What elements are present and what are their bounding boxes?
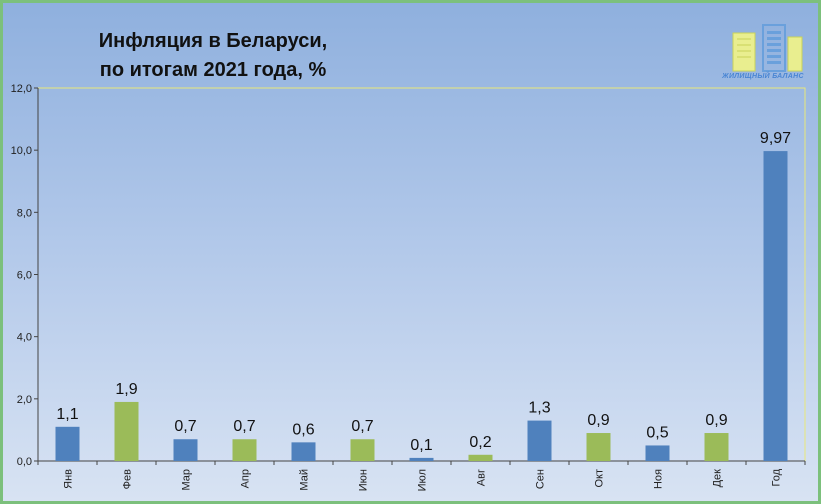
data-label: 0,7	[233, 418, 255, 435]
bar	[763, 151, 788, 461]
x-tick-label: Янв	[63, 469, 75, 489]
x-tick-label: Июн	[358, 469, 370, 491]
x-tick-label: Май	[299, 469, 311, 491]
data-label: 0,7	[174, 418, 196, 435]
bar	[114, 401, 139, 461]
x-tick-label: Дек	[712, 469, 724, 488]
x-tick-label: Июл	[417, 469, 429, 491]
data-label: 0,2	[469, 434, 491, 451]
data-label: 0,7	[351, 418, 373, 435]
y-tick-label: 10,0	[11, 145, 32, 157]
data-label: 1,9	[115, 381, 137, 398]
building-logo-icon: ЖИЛИЩНЫЙ БАЛАНС	[715, 23, 815, 87]
bar	[232, 439, 257, 461]
data-label: 0,6	[292, 421, 314, 438]
bar	[645, 445, 670, 461]
bar	[173, 439, 198, 461]
data-label: 0,9	[587, 412, 609, 429]
bar	[527, 420, 552, 461]
data-label: 9,97	[760, 130, 791, 147]
x-tick-label: Фев	[122, 469, 134, 489]
x-tick-label: Апр	[240, 469, 252, 488]
bar	[291, 442, 316, 461]
logo-text: ЖИЛИЩНЫЙ БАЛАНС	[722, 73, 804, 80]
bar	[586, 433, 611, 461]
chart-title-line1: Инфляция в Беларуси,	[98, 30, 328, 52]
y-tick-label: 6,0	[17, 270, 32, 282]
x-tick-label: Сен	[535, 469, 547, 489]
y-tick-label: 8,0	[17, 207, 32, 219]
y-tick-label: 4,0	[17, 332, 32, 344]
chart-svg: 0,0 2,0 4,0 6,0 8,0 10,0 12,0 1,1 Янв 1,9 Фев 0,7 Ма…	[11, 83, 806, 491]
y-tick-label: 0,0	[17, 456, 32, 468]
x-tick-label: Мар	[181, 469, 193, 491]
chart-title-line2: по итогам 2021 года, %	[99, 59, 327, 81]
y-tick-label: 12,0	[11, 83, 32, 95]
bar	[704, 433, 729, 461]
x-tick-label: Год	[771, 468, 783, 486]
bar	[409, 457, 434, 461]
plot-area-border	[37, 87, 806, 462]
data-label: 0,1	[410, 437, 432, 454]
data-label: 1,1	[56, 406, 78, 423]
data-label: 0,5	[646, 424, 668, 441]
x-tick-label: Авг	[476, 469, 488, 486]
bar	[350, 439, 375, 461]
x-tick-label: Ноя	[653, 469, 665, 489]
bar	[468, 454, 493, 461]
bar	[55, 426, 80, 461]
x-tick-label: Окт	[594, 469, 606, 488]
data-label: 1,3	[528, 400, 550, 417]
data-label: 0,9	[705, 412, 727, 429]
chart-title: Инфляция в Беларуси, по итогам 2021 года…	[63, 27, 363, 85]
y-tick-label: 2,0	[17, 394, 32, 406]
